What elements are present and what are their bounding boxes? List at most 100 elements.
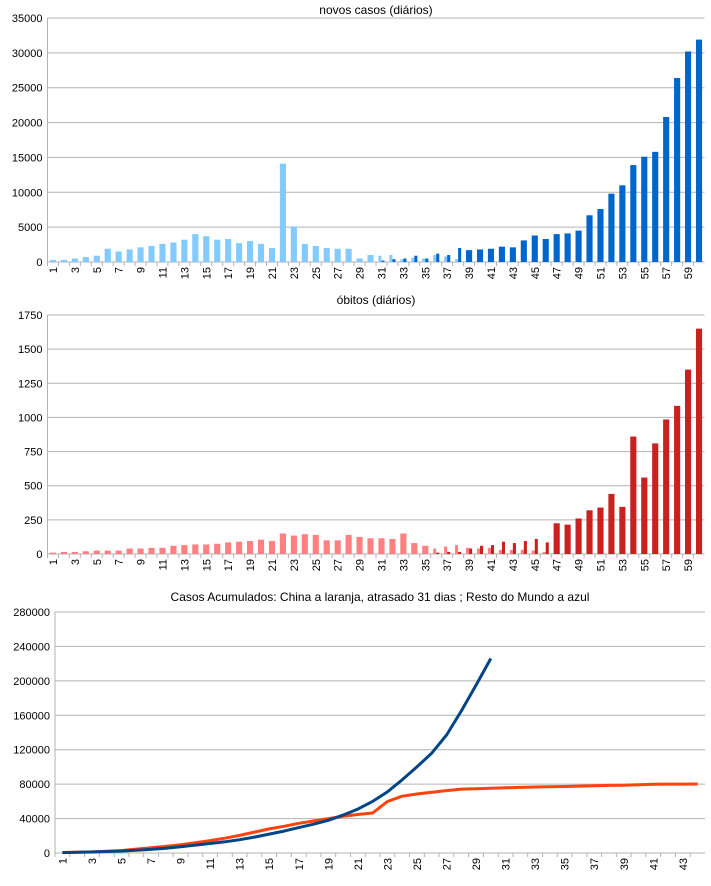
x-tick-label: 31 xyxy=(376,559,388,571)
x-tick-label: 13 xyxy=(235,858,247,870)
x-tick-label: 19 xyxy=(245,267,257,279)
y-tick-label: 1000 xyxy=(18,412,42,424)
x-tick-label: 3 xyxy=(70,267,82,273)
x-tick-label: 37 xyxy=(442,559,454,571)
bar xyxy=(487,547,491,554)
x-tick-label: 45 xyxy=(530,559,542,571)
y-tick-label: 1750 xyxy=(18,310,42,322)
x-tick-label: 3 xyxy=(87,858,99,864)
x-tick-label: 7 xyxy=(146,858,158,864)
x-tick-label: 39 xyxy=(464,267,476,279)
y-tick-label: 80000 xyxy=(19,779,50,791)
y-tick-label: 1250 xyxy=(18,378,42,390)
y-tick-label: 25000 xyxy=(12,83,43,95)
bar xyxy=(49,552,57,554)
bar xyxy=(334,540,341,554)
x-tick-label: 29 xyxy=(471,858,483,870)
x-tick-label: 5 xyxy=(92,559,104,565)
x-tick-label: 9 xyxy=(136,267,148,273)
x-tick-label: 47 xyxy=(552,559,564,571)
bar xyxy=(652,151,659,262)
bar xyxy=(433,548,437,554)
line xyxy=(62,782,698,854)
x-tick-label: 27 xyxy=(441,858,453,870)
bar xyxy=(575,230,582,262)
bar xyxy=(414,255,418,262)
bar xyxy=(236,541,243,554)
bar xyxy=(498,549,502,554)
y-tick-label: 15000 xyxy=(12,152,43,164)
bar xyxy=(512,543,516,554)
chart-title: Casos Acumulados: China a laranja, atras… xyxy=(171,590,590,604)
x-tick-label: 29 xyxy=(355,559,367,571)
y-tick-label: 120000 xyxy=(13,745,50,757)
bar xyxy=(476,249,484,262)
y-tick-label: 0 xyxy=(36,549,42,561)
bar xyxy=(542,551,546,554)
bar xyxy=(392,259,396,262)
x-tick-label: 17 xyxy=(223,267,235,279)
bar xyxy=(400,533,407,554)
x-tick-label: 17 xyxy=(223,559,235,571)
x-tick-label: 33 xyxy=(530,858,542,870)
x-tick-label: 57 xyxy=(661,559,673,571)
bar xyxy=(49,259,57,262)
bar xyxy=(225,542,232,554)
bar xyxy=(597,209,604,262)
bar xyxy=(619,185,626,262)
bar xyxy=(181,545,188,554)
x-tick-label: 13 xyxy=(179,267,191,279)
x-tick-label: 3 xyxy=(70,559,82,565)
y-tick-label: 0 xyxy=(44,848,50,860)
bar xyxy=(455,259,459,262)
bar xyxy=(301,243,308,262)
bar xyxy=(126,249,133,262)
bar xyxy=(498,246,505,262)
bar xyxy=(509,549,513,554)
bar xyxy=(531,235,538,262)
x-tick-label: 21 xyxy=(267,559,279,571)
bar xyxy=(82,257,89,262)
bar xyxy=(422,258,426,262)
bar xyxy=(115,251,122,262)
x-tick-label: 43 xyxy=(508,559,520,571)
y-tick-label: 250 xyxy=(24,515,42,527)
x-tick-label: 13 xyxy=(179,559,191,571)
bar xyxy=(469,548,473,554)
x-tick-label: 1 xyxy=(48,559,60,565)
bar xyxy=(490,545,495,554)
bar xyxy=(225,238,232,262)
bar xyxy=(290,226,297,262)
bar xyxy=(509,247,516,262)
bar xyxy=(181,239,188,262)
x-tick-label: 15 xyxy=(201,267,213,279)
x-tick-label: 5 xyxy=(116,858,128,864)
bar xyxy=(126,548,133,554)
bar xyxy=(531,550,535,554)
x-tick-label: 11 xyxy=(157,559,169,570)
bar xyxy=(104,550,111,554)
bar xyxy=(247,241,254,262)
x-tick-label: 39 xyxy=(464,559,476,571)
x-tick-label: 49 xyxy=(574,559,586,571)
x-tick-label: 23 xyxy=(382,858,394,870)
bar xyxy=(82,551,89,554)
bar xyxy=(542,238,549,262)
y-tick-label: 10000 xyxy=(12,187,43,199)
bar xyxy=(301,534,308,554)
bar xyxy=(290,535,297,554)
bar xyxy=(476,548,481,554)
x-tick-label: 55 xyxy=(639,559,651,571)
bar xyxy=(436,552,440,554)
bar xyxy=(685,369,692,554)
x-tick-label: 43 xyxy=(508,267,520,279)
bar xyxy=(378,255,382,262)
bar xyxy=(436,253,440,262)
bar xyxy=(466,547,470,554)
bar xyxy=(663,419,670,554)
bar xyxy=(60,551,67,554)
x-tick-label: 9 xyxy=(176,858,188,864)
y-tick-label: 160000 xyxy=(13,710,50,722)
x-tick-label: 41 xyxy=(486,267,498,279)
